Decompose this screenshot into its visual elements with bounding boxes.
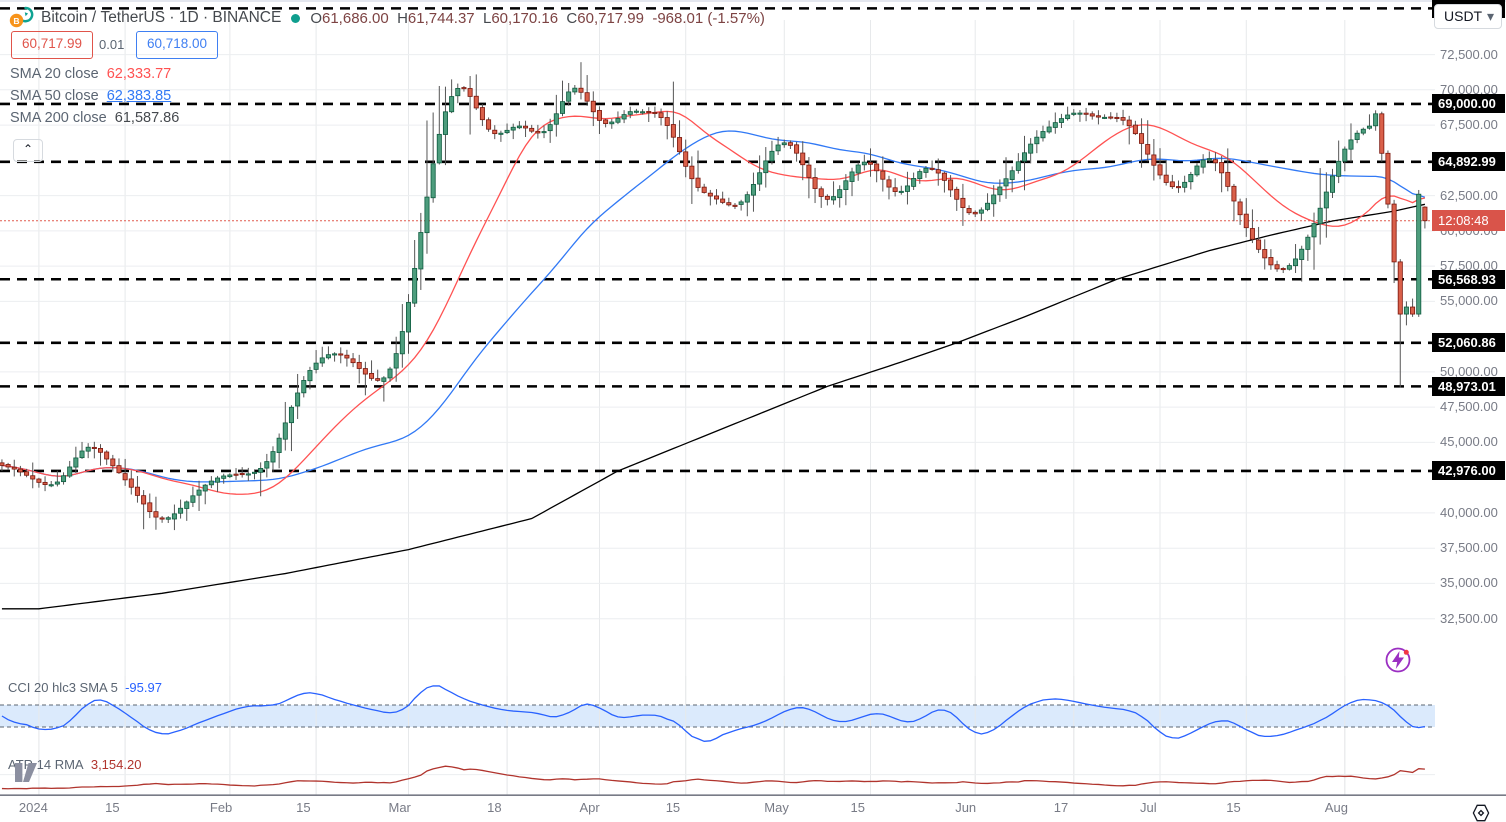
svg-text:B: B xyxy=(13,16,19,26)
